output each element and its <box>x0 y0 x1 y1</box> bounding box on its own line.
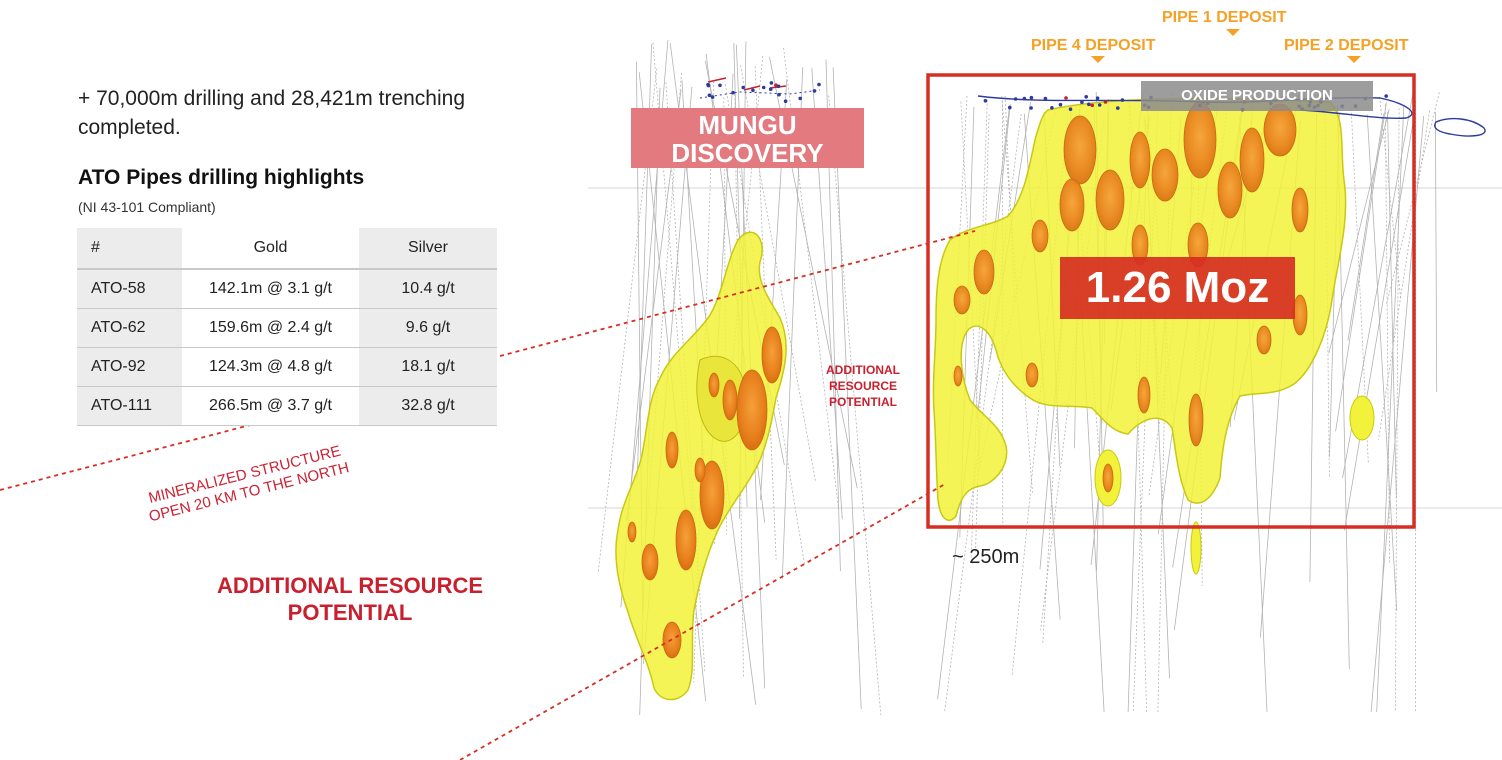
drill-hole-trace <box>1394 108 1400 713</box>
resource-outline-box <box>926 73 1416 529</box>
drill-hole-trace <box>1379 96 1402 299</box>
pipe-1-label: PIPE 1 DEPOSIT <box>1162 9 1287 26</box>
additional-resource-label-left: ADDITIONAL RESOURCE POTENTIAL <box>216 573 484 625</box>
column-header-id: # <box>77 228 182 270</box>
collar-dot <box>777 92 781 97</box>
collar-dot <box>731 90 735 95</box>
collar-dot <box>706 82 710 87</box>
drill-hole-trace <box>1378 110 1430 440</box>
silver-cell: 32.8 g/t <box>359 386 497 426</box>
collar-dot <box>710 95 715 99</box>
collar-dot <box>1029 106 1033 110</box>
collar-dot <box>1087 102 1091 107</box>
collar-dot <box>1384 94 1388 98</box>
hole-id-cell: ATO-92 <box>77 347 182 387</box>
collar-dot <box>1029 95 1034 100</box>
drill-hole-trace <box>740 65 816 482</box>
drill-hole-trace <box>1384 104 1390 564</box>
pipe-markers <box>1091 29 1361 63</box>
projection-lines <box>0 230 976 760</box>
collar-dot <box>718 83 722 88</box>
collar-dot <box>1120 98 1125 102</box>
collar-dot <box>1022 96 1027 101</box>
drill-hole-trace <box>734 94 744 678</box>
drill-hole-trace <box>960 101 981 466</box>
table-row: ATO-92 124.3m @ 4.8 g/t 18.1 g/t <box>77 347 497 387</box>
mungu-high-grade-cores <box>627 326 783 659</box>
pipe-4-label: PIPE 4 DEPOSIT <box>1031 37 1156 54</box>
oxide-production-label: OXIDE PRODUCTION <box>1141 81 1373 111</box>
collar-dot <box>1050 106 1054 110</box>
drilling-summary-text: + 70,000m drilling and 28,421m trenching… <box>78 87 466 139</box>
gold-cell: 266.5m @ 3.7 g/t <box>182 386 359 426</box>
drill-hole-trace <box>832 67 862 710</box>
additional-resource-label-mid: ADDITIONAL RESOURCE POTENTIAL <box>826 363 900 409</box>
drill-hole-trace <box>1376 105 1405 713</box>
pipe-4-marker <box>1091 56 1105 63</box>
ato-high-grade-cores <box>953 101 1309 493</box>
collar-dot <box>1116 106 1120 110</box>
collar-dot <box>741 85 745 90</box>
drill-hole-trace <box>1335 102 1387 432</box>
collar-dot <box>1080 100 1084 104</box>
collar-dot <box>761 85 766 90</box>
collar-dot <box>768 87 773 91</box>
collar-dot <box>1103 100 1108 104</box>
highlights-title: ATO Pipes drilling highlights <box>78 166 365 189</box>
pipe-2-marker <box>1347 56 1361 63</box>
hole-id-cell: ATO-58 <box>77 269 182 309</box>
gold-cell: 124.3m @ 4.8 g/t <box>182 347 359 387</box>
drill-hole-trace <box>970 99 988 559</box>
silver-cell: 18.1 g/t <box>359 347 497 387</box>
collar-dot <box>774 83 778 87</box>
collar-dot <box>812 89 817 93</box>
collar-dot <box>1043 96 1048 101</box>
collar-dot <box>1095 96 1100 100</box>
collar-dot <box>817 82 821 87</box>
collar-dot <box>1090 103 1094 108</box>
collar-dot <box>1068 107 1073 111</box>
silver-cell: 10.4 g/t <box>359 269 497 309</box>
scale-label: ~ 250m <box>952 546 1020 568</box>
collar-dot <box>751 88 755 93</box>
pipe-2-label: PIPE 2 DEPOSIT <box>1284 37 1409 54</box>
collar-dot <box>1097 103 1102 107</box>
resource-estimate-badge: 1.26 Moz <box>1060 257 1295 319</box>
highlights-subtitle: (NI 43-101 Compliant) <box>78 199 216 215</box>
drill-hole-trace <box>828 95 882 716</box>
drill-hole-trace <box>937 105 1010 700</box>
collar-dot <box>983 99 988 103</box>
mungu-discovery-label: MUNGU DISCOVERY <box>631 108 864 168</box>
table-row: ATO-58 142.1m @ 3.1 g/t 10.4 g/t <box>77 269 497 309</box>
collar-dot <box>1008 105 1012 110</box>
collar-dot <box>1058 102 1063 107</box>
silver-cell: 9.6 g/t <box>359 308 497 348</box>
column-header-gold: Gold <box>182 228 359 270</box>
pipe-1-marker <box>1226 29 1240 36</box>
collar-dot <box>798 96 802 101</box>
drill-hole-trace <box>1435 111 1438 392</box>
drill-hole-trace <box>1350 108 1369 463</box>
drill-hole-trace <box>1347 113 1384 341</box>
collar-dot <box>1084 95 1088 99</box>
hole-id-cell: ATO-111 <box>77 386 182 426</box>
collar-dot <box>1013 97 1018 101</box>
column-header-silver: Silver <box>359 228 497 270</box>
collar-dot <box>776 84 781 89</box>
gold-cell: 142.1m @ 3.1 g/t <box>182 269 359 309</box>
table-header-row: # Gold Silver <box>77 228 497 270</box>
table-row: ATO-62 159.6m @ 2.4 g/t 9.6 g/t <box>77 308 497 348</box>
collar-dot <box>783 99 788 103</box>
gold-cell: 159.6m @ 2.4 g/t <box>182 308 359 348</box>
collar-dot <box>1064 96 1068 100</box>
drill-hole-trace <box>1387 112 1397 499</box>
table-row: ATO-111 266.5m @ 3.7 g/t 32.8 g/t <box>77 386 497 426</box>
collar-dot <box>707 93 712 98</box>
drilling-highlights-table: # Gold Silver ATO-58 142.1m @ 3.1 g/t 10… <box>77 228 497 426</box>
hole-id-cell: ATO-62 <box>77 308 182 348</box>
collar-dot <box>769 81 774 85</box>
